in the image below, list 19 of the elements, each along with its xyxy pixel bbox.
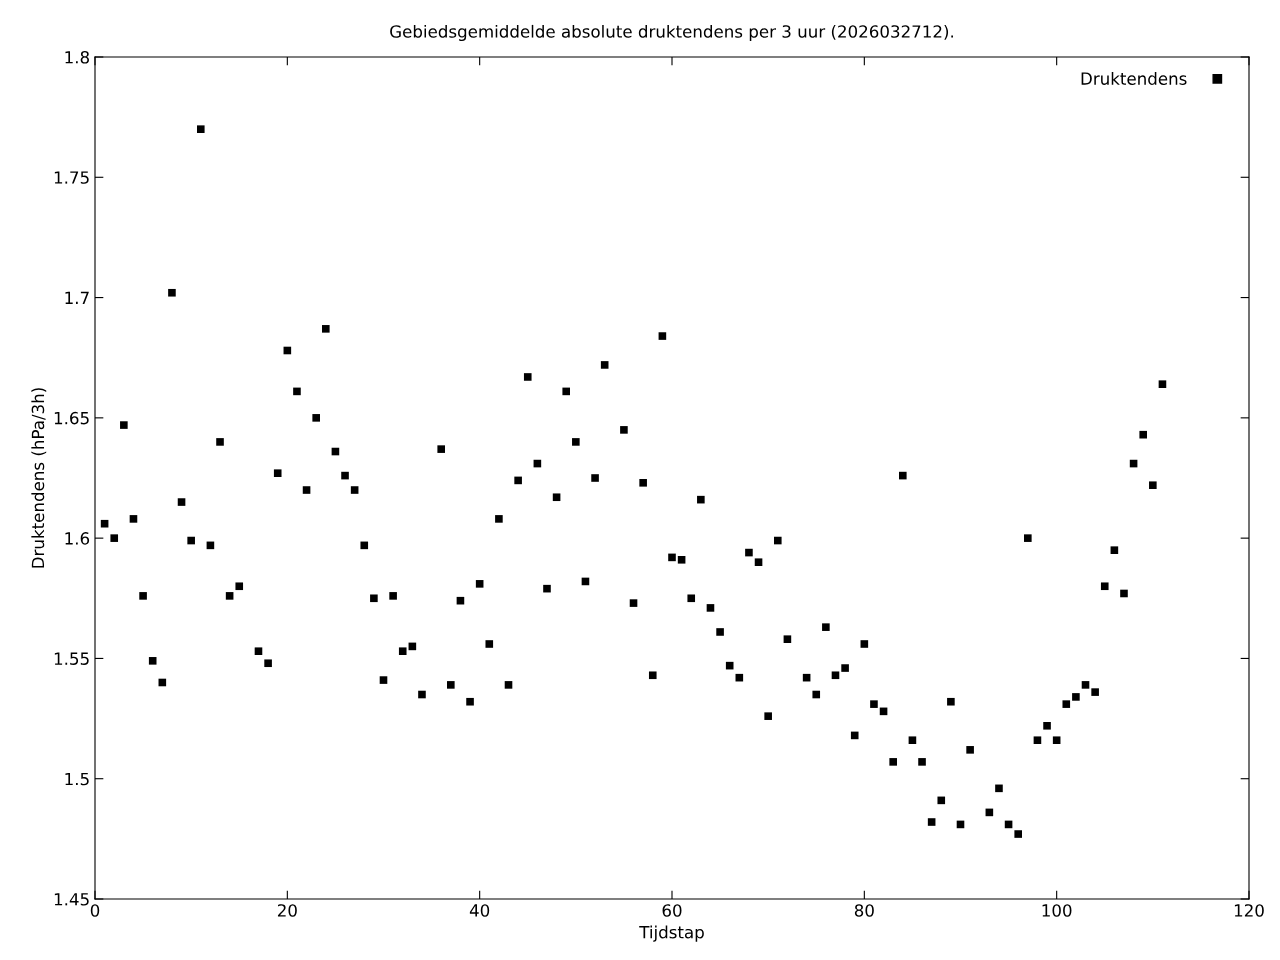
y-tick-label: 1.45: [54, 893, 89, 906]
x-tick-label: 100: [1042, 904, 1072, 917]
x-axis-title: Tijdstap: [639, 925, 704, 942]
x-tick-label: 40: [469, 904, 490, 917]
y-tick-label: 1.8: [65, 50, 89, 64]
chart-title: Gebiedsgemiddelde absolute druktendens per 3 uur (2026032712).: [390, 24, 953, 42]
y-tick-label: 1.65: [54, 411, 89, 425]
legend-label: Druktendens: [1081, 72, 1187, 85]
y-tick-label: 1.6: [65, 532, 90, 545]
y-tick-label: 1.7: [65, 291, 89, 304]
x-tick-label: 0: [90, 904, 100, 917]
x-tick-label: 80: [854, 904, 874, 917]
y-axis-title: Druktendens (hPa/3h): [31, 388, 47, 568]
y-tick-label: 1.75: [54, 171, 89, 184]
y-tick-label: 1.5: [65, 772, 89, 786]
y-tick-label: 1.55: [54, 652, 89, 665]
x-tick-label: 20: [277, 904, 297, 917]
x-tick-label: 60: [662, 904, 682, 917]
x-tick-label: 120: [1234, 904, 1264, 917]
